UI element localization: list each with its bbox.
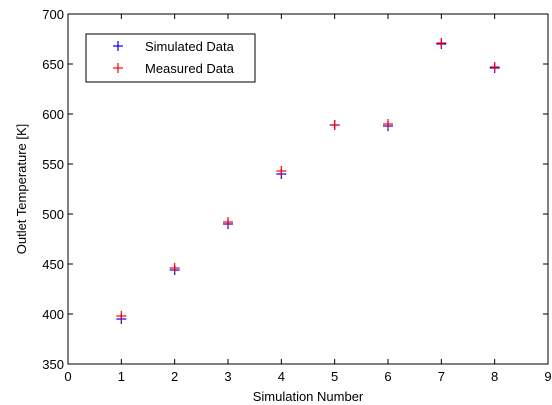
legend-marker-icon	[113, 41, 123, 51]
data-point	[489, 62, 500, 72]
x-tick-label: 8	[491, 369, 498, 384]
x-tick-label: 5	[331, 369, 338, 384]
legend: Simulated Data Measured Data	[85, 33, 256, 83]
y-tick-label: 550	[42, 157, 64, 172]
y-axis-title: Outlet Temperature [K]	[14, 124, 29, 255]
x-tick-label: 2	[171, 369, 178, 384]
x-tick-label: 7	[438, 369, 445, 384]
legend-box	[85, 33, 256, 83]
x-tick-label: 0	[64, 369, 71, 384]
series-measured	[116, 38, 500, 321]
y-tick-label: 400	[42, 307, 64, 322]
x-tick-label: 9	[544, 369, 551, 384]
legend-entry-measured: Measured Data	[113, 61, 235, 76]
legend-label-measured: Measured Data	[145, 61, 235, 76]
y-axis: 350 400 450 500 550 600 650 700	[42, 7, 548, 372]
y-tick-label: 350	[42, 357, 64, 372]
x-axis: 0 1 2 3 4 5 6 7 8 9	[64, 14, 552, 384]
x-axis-title: Simulation Number	[253, 389, 364, 404]
data-point	[436, 38, 447, 48]
y-tick-label: 450	[42, 257, 64, 272]
x-tick-label: 4	[278, 369, 285, 384]
series-layer	[116, 38, 500, 324]
legend-marker-icon	[113, 63, 123, 73]
x-tick-label: 6	[384, 369, 391, 384]
legend-entry-simulated: Simulated Data	[113, 39, 235, 54]
x-tick-label: 3	[224, 369, 231, 384]
y-tick-label: 600	[42, 107, 64, 122]
data-point	[276, 166, 287, 176]
data-point	[383, 119, 393, 129]
data-point	[116, 311, 127, 321]
data-point	[223, 217, 233, 227]
y-tick-label: 500	[42, 207, 64, 222]
data-point	[329, 120, 340, 130]
x-tick-label: 1	[118, 369, 125, 384]
data-point	[169, 263, 180, 273]
y-tick-label: 700	[42, 7, 64, 22]
legend-label-simulated: Simulated Data	[145, 39, 235, 54]
legend-marker-simulated	[113, 41, 123, 51]
y-tick-label: 650	[42, 57, 64, 72]
legend-marker-measured	[113, 63, 123, 73]
